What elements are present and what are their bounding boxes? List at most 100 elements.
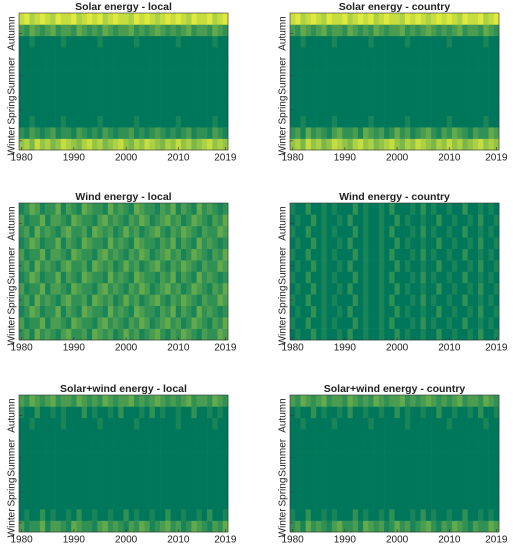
heatmap-cell (363, 81, 369, 94)
heatmap-cell (316, 214, 322, 227)
heatmap-cell (128, 317, 135, 329)
heatmap-cell (378, 92, 385, 105)
heatmap-cell (451, 248, 458, 261)
heatmap-cell (55, 520, 62, 533)
heatmap-cell (123, 24, 130, 37)
heatmap-cell (128, 509, 135, 521)
heatmap-cell (331, 138, 338, 151)
y-tick-label: Winter (278, 126, 289, 156)
y-tick-label: Winter (7, 508, 18, 538)
heatmap-cell (217, 92, 224, 105)
heatmap-cell (331, 440, 338, 453)
heatmap-cell (300, 225, 306, 238)
heatmap-cell (113, 509, 119, 521)
heatmap-cell (34, 260, 41, 272)
heatmap-cell (207, 271, 213, 284)
heatmap-cell (488, 58, 495, 71)
heatmap-cell (71, 317, 77, 329)
panel-title: Solar energy - country (339, 1, 451, 13)
heatmap-cell (389, 260, 395, 272)
heatmap-cell (384, 294, 390, 307)
heatmap-cell (425, 70, 432, 82)
heatmap-cell (373, 440, 380, 453)
heatmap-cell (222, 35, 229, 48)
heatmap-cell (149, 81, 156, 94)
heatmap-cell (467, 138, 474, 151)
heatmap-cell (457, 225, 463, 238)
heatmap-cell (363, 305, 369, 318)
heatmap-cell (186, 429, 192, 441)
heatmap-cell (488, 474, 495, 487)
heatmap-cell (441, 452, 448, 464)
heatmap-cell (207, 70, 213, 82)
heatmap-cell (425, 406, 432, 419)
heatmap-cell (45, 225, 51, 238)
heatmap-cell (107, 294, 114, 307)
heatmap-cell (118, 452, 124, 464)
heatmap-cell (378, 248, 385, 261)
heatmap-cell (144, 81, 150, 94)
heatmap-cell (368, 474, 374, 487)
heatmap-cell (191, 395, 197, 407)
heatmap-cell (113, 417, 119, 430)
heatmap-cell (201, 58, 208, 71)
heatmap-cell (133, 406, 140, 419)
heatmap-cell (133, 127, 140, 139)
heatmap-cell (19, 13, 25, 25)
heatmap-cell (321, 463, 327, 476)
heatmap-cell (305, 214, 312, 227)
heatmap-cell (420, 486, 427, 499)
heatmap-cell (295, 47, 301, 59)
heatmap-cell (107, 440, 114, 453)
heatmap-cell (451, 58, 458, 71)
heatmap-cell (472, 486, 479, 499)
heatmap-cell (160, 127, 166, 139)
heatmap-cell (50, 92, 56, 105)
heatmap-cell (207, 225, 213, 238)
heatmap-cell (472, 497, 479, 510)
heatmap-cell (326, 58, 333, 71)
heatmap-cell (201, 429, 208, 441)
heatmap-cell (113, 395, 119, 407)
heatmap-cell (24, 127, 30, 139)
heatmap-cell (373, 429, 380, 441)
heatmap-cell (81, 294, 88, 307)
heatmap-cell (92, 70, 98, 82)
heatmap-cell (45, 497, 51, 510)
heatmap-cell (71, 282, 77, 295)
heatmap-cell (431, 138, 437, 151)
heatmap-cell (389, 328, 395, 341)
heatmap-cell (39, 225, 46, 238)
heatmap-cell (478, 260, 484, 272)
heatmap-cell (24, 47, 30, 59)
heatmap-cell (45, 35, 51, 48)
x-tick-label: 2019 (214, 153, 237, 164)
heatmap-cell (410, 115, 416, 128)
heatmap-cell (290, 463, 296, 476)
heatmap-cell (394, 81, 401, 94)
heatmap-cell (451, 271, 458, 284)
heatmap-cell (441, 317, 448, 329)
heatmap-cell (310, 35, 317, 48)
heatmap-cell (113, 115, 119, 128)
heatmap-cell (420, 203, 427, 215)
heatmap-cell (368, 115, 374, 128)
heatmap-cell (191, 271, 197, 284)
heatmap-cell (217, 237, 224, 249)
heatmap-cell (488, 225, 495, 238)
heatmap-cell (113, 440, 119, 453)
heatmap-cell (29, 486, 35, 499)
heatmap-cell (60, 452, 67, 464)
heatmap-cell (326, 47, 333, 59)
heatmap-cell (123, 58, 130, 71)
heatmap-cell (222, 248, 229, 261)
heatmap-cell (149, 282, 156, 295)
heatmap-cell (326, 440, 333, 453)
heatmap-cell (457, 452, 463, 464)
heatmap-cell (436, 127, 442, 139)
heatmap-cell (467, 248, 474, 261)
heatmap-cell (451, 497, 458, 510)
heatmap-cell (478, 70, 484, 82)
heatmap-cell (295, 260, 301, 272)
heatmap-cell (165, 520, 171, 533)
